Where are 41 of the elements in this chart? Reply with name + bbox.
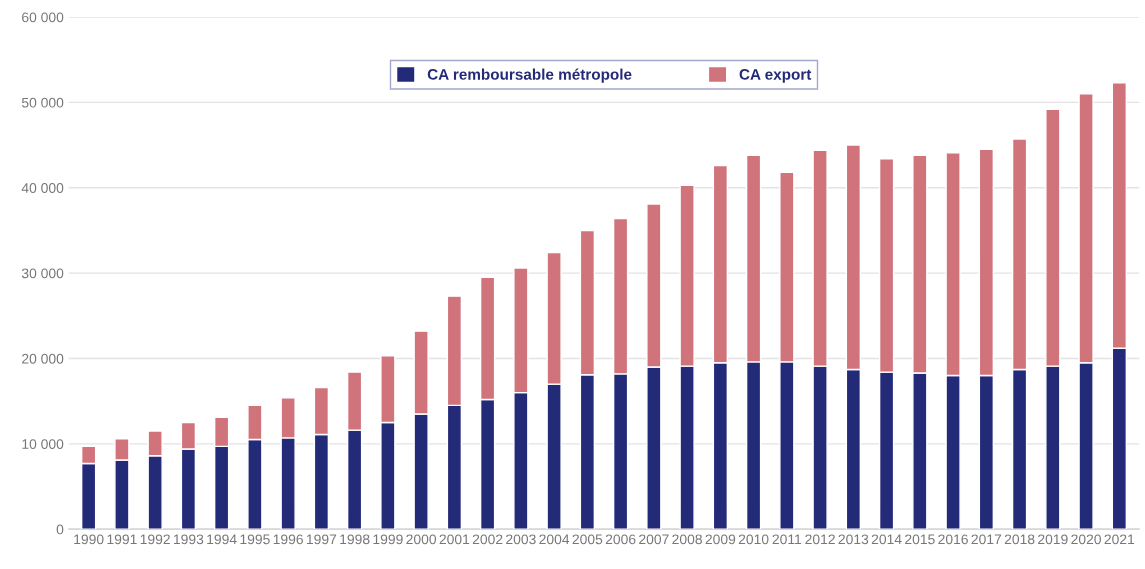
x-tick-label: 2004 <box>539 534 570 545</box>
x-tick-label: 2001 <box>439 534 470 545</box>
x-tick-label: 2017 <box>971 534 1002 545</box>
x-tick-label: 2020 <box>1071 534 1101 545</box>
y-tick-label: 50 000 <box>21 97 64 108</box>
x-tick-label: 1990 <box>74 534 104 545</box>
x-tick-label: 2011 <box>772 534 802 545</box>
x-tick-label: 2003 <box>506 534 536 545</box>
x-tick-label: 2016 <box>938 534 968 545</box>
x-tick-label: 2019 <box>1038 534 1068 545</box>
legend-label: CA remboursable métropole <box>427 68 632 83</box>
x-tick-label: 2008 <box>672 534 702 545</box>
x-tick-label: 1994 <box>207 534 237 545</box>
x-tick-label: 1997 <box>306 534 337 545</box>
y-tick-label: 10 000 <box>22 439 64 449</box>
x-tick-label: 2000 <box>406 534 437 545</box>
legend-label: CA export <box>739 68 812 83</box>
y-tick-label: 20 000 <box>22 353 64 364</box>
x-tick-label: 2007 <box>639 534 669 545</box>
y-tick-label: 40 000 <box>21 183 64 193</box>
x-tick-label: 1995 <box>240 534 270 545</box>
x-tick-label: 2009 <box>705 534 736 545</box>
x-tick-label: 2015 <box>905 534 935 545</box>
x-tick-label: 2013 <box>838 534 869 545</box>
x-tick-label: 1992 <box>140 534 170 545</box>
x-tick-label: 1991 <box>107 534 137 545</box>
x-tick-label: 2021 <box>1104 534 1135 545</box>
x-tick-label: 2018 <box>1004 534 1035 545</box>
y-tick-label: 30 000 <box>21 268 64 279</box>
x-tick-label: 1998 <box>340 534 370 545</box>
x-tick-label: 1999 <box>373 534 403 545</box>
x-tick-label: 2006 <box>605 534 636 545</box>
x-tick-label: 1993 <box>174 534 204 545</box>
x-tick-label: 2005 <box>572 534 603 545</box>
x-tick-label: 2012 <box>805 534 835 545</box>
x-tick-label: 2010 <box>738 534 769 545</box>
y-tick-label: 60 000 <box>22 12 64 23</box>
x-tick-label: 1996 <box>273 534 303 545</box>
x-tick-label: 2002 <box>472 534 503 545</box>
x-tick-label: 2014 <box>871 534 902 545</box>
y-tick-label: 0 <box>56 524 64 535</box>
